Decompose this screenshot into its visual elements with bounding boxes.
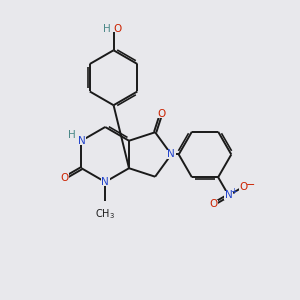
Text: O: O [209,199,218,209]
Text: O: O [239,182,248,192]
Bar [239,182,248,191]
Text: −: − [245,180,255,190]
Text: N: N [77,136,85,146]
Text: O: O [61,173,69,183]
Bar [224,191,233,200]
Bar [60,173,69,182]
Bar [167,150,176,159]
Text: CH$_3$: CH$_3$ [95,207,115,220]
Bar [157,109,166,118]
Text: N: N [167,149,175,160]
Text: H: H [68,130,76,140]
Bar [77,136,86,145]
Text: N: N [225,190,232,200]
Text: N: N [101,177,109,187]
Bar [209,200,218,208]
Text: O: O [157,109,165,119]
Bar [101,178,110,186]
Text: H: H [103,24,111,34]
Text: +: + [230,187,237,196]
Text: O: O [113,24,122,34]
